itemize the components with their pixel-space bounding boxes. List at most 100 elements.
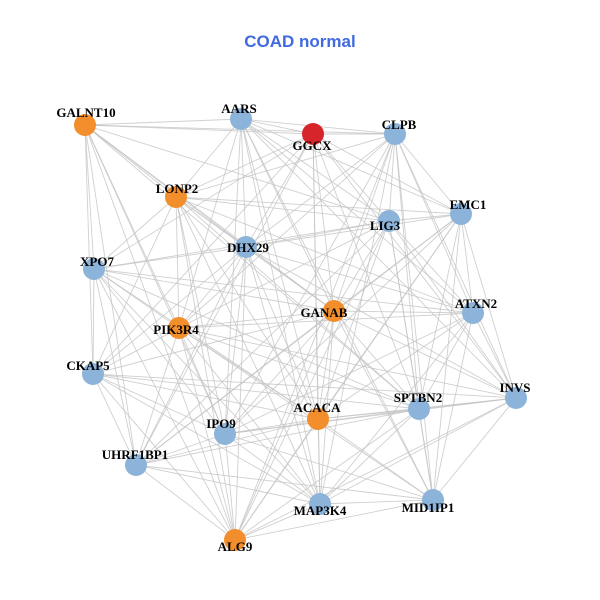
edge-EMC1-SPTBN2 [418, 213, 462, 410]
node-LIG3 [378, 210, 400, 232]
edge-GALNT10-XPO7 [84, 124, 95, 270]
edge-CLPB-IPO9 [224, 133, 396, 435]
edge-CLPB-SPTBN2 [394, 133, 420, 410]
node-SPTBN2 [408, 398, 430, 420]
node-label-ALG9: ALG9 [218, 539, 253, 554]
edge-DHX29-ATXN2 [245, 246, 474, 314]
edge-PIK3R4-SPTBN2 [178, 327, 420, 410]
node-label-LONP2: LONP2 [156, 181, 199, 196]
edge-GGCX-DHX29 [245, 133, 314, 248]
node-label-ACACA: ACACA [294, 400, 342, 415]
node-AARS [230, 108, 252, 130]
edge-GGCX-LIG3 [312, 133, 390, 222]
edge-DHX29-INVS [245, 246, 517, 399]
node-CLPB [384, 123, 406, 145]
node-CKAP5 [82, 363, 104, 385]
edge-CLPB-LIG3 [388, 133, 396, 222]
edge-ACACA-ALG9 [234, 418, 319, 541]
node-DHX29 [235, 236, 257, 258]
edge-LONP2-IPO9 [175, 196, 226, 435]
node-IPO9 [214, 423, 236, 445]
edge-INVS-MID1IP1 [432, 397, 517, 501]
edge-EMC1-INVS [460, 213, 517, 399]
edge-UHRF1BP1-ALG9 [135, 464, 236, 541]
edge-XPO7-CKAP5 [92, 268, 95, 375]
node-INVS [505, 387, 527, 409]
edge-ACACA-MAP3K4 [317, 418, 321, 505]
edge-LONP2-ATXN2 [175, 196, 474, 314]
node-label-ATXN2: ATXN2 [455, 296, 497, 311]
edge-LONP2-ACACA [175, 196, 319, 420]
edge-AARS-PIK3R4 [178, 118, 242, 329]
node-UHRF1BP1 [125, 454, 147, 476]
node-label-CKAP5: CKAP5 [66, 358, 110, 373]
edge-XPO7-IPO9 [93, 268, 226, 435]
edge-DHX29-ACACA [245, 246, 319, 420]
node-label-EMC1: EMC1 [450, 197, 487, 212]
edge-GALNT10-GANAB [84, 124, 335, 312]
edge-AARS-MAP3K4 [240, 118, 321, 505]
edge-EMC1-DHX29 [245, 213, 462, 248]
edge-LONP2-XPO7 [93, 196, 177, 270]
edge-GANAB-CKAP5 [92, 310, 335, 375]
edge-GALNT10-AARS [84, 118, 242, 126]
node-label-CLPB: CLPB [382, 117, 417, 132]
node-label-MAP3K4: MAP3K4 [294, 503, 347, 518]
edge-XPO7-ATXN2 [93, 268, 474, 314]
edge-PIK3R4-UHRF1BP1 [135, 327, 180, 466]
edge-ACACA-MID1IP1 [317, 418, 434, 501]
edge-LONP2-SPTBN2 [175, 196, 420, 410]
edge-LIG3-ALG9 [234, 220, 390, 541]
edge-CLPB-GANAB [333, 133, 396, 312]
edge-PIK3R4-INVS [178, 327, 517, 399]
edge-IPO9-ALG9 [224, 433, 236, 541]
edge-GANAB-PIK3R4 [178, 310, 335, 329]
edge-IPO9-MAP3K4 [224, 433, 321, 505]
node-EMC1 [450, 203, 472, 225]
edge-SPTBN2-UHRF1BP1 [135, 408, 420, 466]
edge-LIG3-GANAB [333, 220, 390, 312]
edge-GANAB-ACACA [317, 310, 335, 420]
edge-UHRF1BP1-MID1IP1 [135, 464, 434, 501]
edge-DHX29-GANAB [245, 246, 335, 312]
node-label-LIG3: LIG3 [370, 218, 401, 233]
edge-CKAP5-IPO9 [92, 373, 226, 435]
edge-PIK3R4-MID1IP1 [178, 327, 434, 501]
edge-GALNT10-ALG9 [84, 124, 236, 541]
edge-INVS-ALG9 [234, 397, 517, 541]
edge-ATXN2-MID1IP1 [432, 312, 474, 501]
edge-UHRF1BP1-MAP3K4 [135, 464, 321, 505]
node-PIK3R4 [168, 317, 190, 339]
edge-INVS-MAP3K4 [319, 397, 517, 505]
node-ATXN2 [462, 302, 484, 324]
edge-MID1IP1-ALG9 [234, 499, 434, 541]
edge-SPTBN2-MID1IP1 [418, 408, 434, 501]
edge-DHX29-MAP3K4 [245, 246, 321, 505]
edge-GANAB-MAP3K4 [319, 310, 335, 505]
edge-AARS-ACACA [240, 118, 319, 420]
edge-XPO7-SPTBN2 [93, 268, 420, 410]
edge-LONP2-LIG3 [175, 196, 390, 222]
edge-LIG3-ATXN2 [388, 220, 474, 314]
edge-XPO7-GANAB [93, 268, 335, 312]
edge-LONP2-CKAP5 [92, 196, 177, 375]
edge-ATXN2-GANAB [333, 310, 474, 314]
edge-LONP2-PIK3R4 [175, 196, 180, 329]
edge-GANAB-ALG9 [234, 310, 335, 541]
edge-IPO9-UHRF1BP1 [135, 433, 226, 466]
edge-ACACA-IPO9 [224, 418, 319, 435]
edge-SPTBN2-ACACA [317, 408, 420, 420]
edge-DHX29-IPO9 [224, 246, 247, 435]
edge-DHX29-ALG9 [234, 246, 247, 541]
edge-IPO9-MID1IP1 [224, 433, 434, 501]
edge-AARS-LIG3 [240, 118, 390, 222]
edge-EMC1-LONP2 [175, 196, 462, 215]
node-label-SPTBN2: SPTBN2 [394, 390, 442, 405]
edge-MAP3K4-ALG9 [234, 503, 321, 541]
edge-GANAB-SPTBN2 [333, 310, 420, 410]
edge-AARS-GGCX [240, 118, 314, 135]
edge-EMC1-IPO9 [224, 213, 462, 435]
edge-GGCX-GANAB [312, 133, 335, 312]
edge-CLPB-LONP2 [175, 133, 396, 198]
